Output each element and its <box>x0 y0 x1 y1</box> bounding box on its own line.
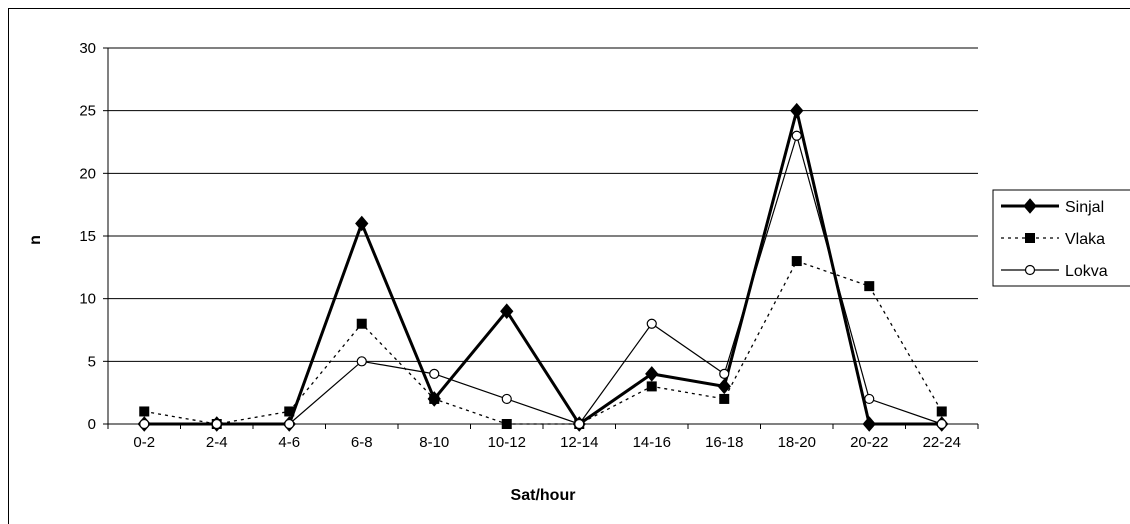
x-tick-label: 22-24 <box>923 434 961 451</box>
data-point-lokva <box>284 418 295 430</box>
x-tick-label: 18-20 <box>778 434 816 451</box>
data-point-lokva <box>139 418 150 430</box>
data-point-vlaka <box>284 406 295 417</box>
x-tick-label: 0-2 <box>133 434 155 451</box>
x-tick-label: 20-22 <box>850 434 888 451</box>
y-tick-label: 20 <box>79 165 96 182</box>
data-point-lokva <box>574 418 585 430</box>
y-tick-label: 15 <box>79 228 96 245</box>
data-point-lokva <box>501 393 512 405</box>
legend-label-sinjal: Sinjal <box>1065 199 1104 216</box>
y-axis-title: n <box>27 235 44 245</box>
series-lokva <box>139 130 947 430</box>
legend: Sinjal Vlaka Lokva <box>992 189 1130 287</box>
chart-frame <box>8 8 1130 524</box>
x-tick-label: 6-8 <box>351 434 373 451</box>
data-point-sinjal <box>862 416 876 432</box>
data-point-sinjal <box>427 391 441 407</box>
legend-marker-lokva <box>1024 264 1036 276</box>
data-point-lokva <box>864 393 875 405</box>
data-point-vlaka <box>356 318 367 329</box>
y-tick-label: 10 <box>79 291 96 308</box>
x-tick-labels: 0-2 2-4 4-6 6-8 8-10 10-12 12-14 14-16 16-18 18-2… <box>133 434 961 451</box>
data-point-vlaka <box>719 393 730 404</box>
data-point-sinjal <box>790 102 804 119</box>
x-tick-label: 8-10 <box>419 434 449 451</box>
data-point-lokva <box>719 368 730 379</box>
data-point-lokva <box>211 418 222 430</box>
data-point-vlaka <box>139 406 150 417</box>
data-point-vlaka <box>791 256 802 267</box>
x-tick-label: 10-12 <box>488 434 526 451</box>
data-point-sinjal <box>645 366 659 382</box>
legend-label-lokva: Lokva <box>1065 263 1108 280</box>
data-point-lokva <box>429 368 440 379</box>
x-tick-label: 16-18 <box>705 434 743 451</box>
series-vlaka <box>139 256 947 429</box>
grid-lines <box>108 47 978 362</box>
series-layer <box>137 102 949 432</box>
x-tick-label: 4-6 <box>278 434 300 451</box>
axes <box>103 47 979 429</box>
series-sinjal <box>137 102 949 432</box>
y-tick-label: 5 <box>88 353 96 370</box>
y-tick-label: 30 <box>79 40 96 57</box>
y-tick-label: 0 <box>88 416 96 433</box>
x-tick-label: 12-14 <box>560 434 598 451</box>
y-tick-label: 25 <box>79 103 96 120</box>
x-tick-label: 14-16 <box>633 434 671 451</box>
data-point-sinjal <box>500 303 514 319</box>
legend-label-vlaka: Vlaka <box>1065 231 1105 248</box>
data-point-vlaka <box>864 281 875 292</box>
series-line-vlaka <box>144 260 943 425</box>
x-tick-label: 2-4 <box>206 434 228 451</box>
series-line-sinjal <box>144 110 942 427</box>
data-point-sinjal <box>717 378 731 395</box>
legend-box <box>992 189 1130 287</box>
data-point-vlaka <box>501 419 512 429</box>
legend-marker-sinjal <box>1023 198 1037 214</box>
x-axis-title: Sat/hour <box>511 487 576 504</box>
data-point-lokva <box>791 130 802 141</box>
data-point-sinjal <box>355 215 369 232</box>
y-tick-labels: 0 5 10 15 20 25 30 <box>79 40 96 433</box>
data-point-lokva <box>356 356 367 367</box>
legend-marker-vlaka <box>1025 233 1035 243</box>
series-line-lokva <box>144 133 942 425</box>
data-point-vlaka <box>646 381 657 392</box>
data-point-vlaka <box>936 406 947 417</box>
data-point-lokva <box>646 318 657 329</box>
data-point-lokva <box>936 418 947 430</box>
